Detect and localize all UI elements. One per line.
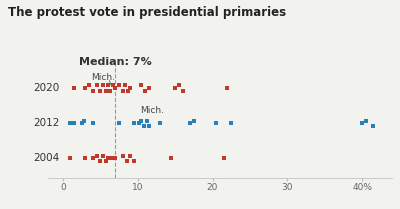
Text: The protest vote in presidential primaries: The protest vote in presidential primari… xyxy=(8,6,286,19)
Point xyxy=(131,122,137,125)
Point xyxy=(131,159,137,163)
Point xyxy=(120,154,126,157)
Point xyxy=(67,157,74,160)
Point xyxy=(180,89,186,93)
Text: Mich.: Mich. xyxy=(140,106,164,115)
Point xyxy=(125,89,131,93)
Point xyxy=(94,84,100,87)
Point xyxy=(191,119,197,122)
Point xyxy=(90,89,96,93)
Point xyxy=(363,119,369,122)
Point xyxy=(176,84,182,87)
Point xyxy=(112,157,118,160)
Point xyxy=(157,122,163,125)
Point xyxy=(99,154,106,157)
Point xyxy=(97,159,104,163)
Point xyxy=(99,84,106,87)
Point xyxy=(102,159,109,163)
Point xyxy=(136,122,142,125)
Point xyxy=(86,84,92,87)
Point xyxy=(120,89,126,93)
Point xyxy=(82,87,88,90)
Point xyxy=(97,89,104,93)
Point xyxy=(146,125,152,128)
Point xyxy=(138,84,145,87)
Point xyxy=(110,84,116,87)
Point xyxy=(168,157,174,160)
Point xyxy=(108,157,115,160)
Point xyxy=(370,125,376,128)
Point xyxy=(122,84,128,87)
Point xyxy=(140,125,147,128)
Text: 2012: 2012 xyxy=(33,118,59,128)
Point xyxy=(116,122,122,125)
Point xyxy=(90,157,96,160)
Point xyxy=(146,87,152,90)
Text: 2020: 2020 xyxy=(33,83,59,93)
Point xyxy=(172,87,178,90)
Point xyxy=(127,87,134,90)
Point xyxy=(105,157,111,160)
Point xyxy=(220,157,227,160)
Point xyxy=(359,122,365,125)
Point xyxy=(102,89,109,93)
Text: Median: 7%: Median: 7% xyxy=(79,57,152,67)
Point xyxy=(78,122,85,125)
Point xyxy=(142,89,148,93)
Point xyxy=(123,159,130,163)
Point xyxy=(105,84,111,87)
Point xyxy=(94,154,100,157)
Point xyxy=(224,87,231,90)
Point xyxy=(116,84,122,87)
Point xyxy=(213,122,220,125)
Point xyxy=(90,122,96,125)
Point xyxy=(67,122,74,125)
Point xyxy=(81,119,87,122)
Point xyxy=(112,87,118,90)
Point xyxy=(82,157,88,160)
Point xyxy=(138,119,145,122)
Text: 2004: 2004 xyxy=(33,153,59,163)
Point xyxy=(107,89,113,93)
Point xyxy=(187,122,193,125)
Point xyxy=(144,119,150,122)
Text: Mich.: Mich. xyxy=(91,73,115,84)
Point xyxy=(127,154,134,157)
Point xyxy=(71,122,77,125)
Point xyxy=(228,122,234,125)
Point xyxy=(71,87,77,90)
